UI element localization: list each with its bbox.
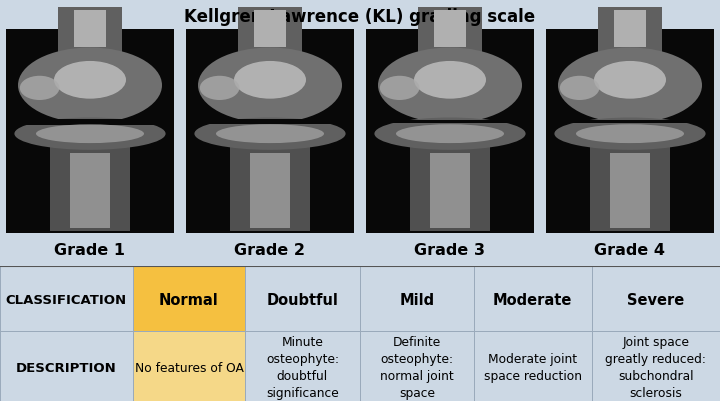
Text: Minute
osteophyte:
doubtful
significance: Minute osteophyte: doubtful significance: [266, 336, 339, 399]
FancyBboxPatch shape: [418, 8, 482, 57]
Text: Moderate: Moderate: [493, 292, 572, 307]
FancyBboxPatch shape: [598, 8, 662, 57]
FancyBboxPatch shape: [360, 331, 474, 401]
FancyBboxPatch shape: [410, 145, 490, 231]
Ellipse shape: [199, 77, 239, 101]
Text: Definite
osteophyte:
normal joint
space: Definite osteophyte: normal joint space: [380, 336, 454, 399]
Text: Normal: Normal: [159, 292, 219, 307]
Text: Joint space
greatly reduced:
subchondral
sclerosis: Joint space greatly reduced: subchondral…: [606, 336, 706, 399]
Ellipse shape: [374, 118, 526, 150]
Ellipse shape: [216, 125, 324, 144]
FancyBboxPatch shape: [592, 331, 720, 401]
FancyBboxPatch shape: [6, 30, 174, 234]
Text: Severe: Severe: [627, 292, 685, 307]
Text: Kellgren-Lawrence (KL) grading scale: Kellgren-Lawrence (KL) grading scale: [184, 8, 536, 26]
FancyBboxPatch shape: [474, 267, 592, 331]
FancyBboxPatch shape: [434, 11, 466, 49]
Text: Grade 3: Grade 3: [415, 242, 485, 257]
Ellipse shape: [18, 49, 162, 124]
Ellipse shape: [54, 62, 126, 99]
Ellipse shape: [554, 118, 706, 150]
FancyBboxPatch shape: [474, 331, 592, 401]
FancyBboxPatch shape: [592, 267, 720, 331]
FancyBboxPatch shape: [202, 120, 338, 125]
FancyBboxPatch shape: [58, 8, 122, 57]
FancyBboxPatch shape: [238, 8, 302, 57]
FancyBboxPatch shape: [0, 267, 133, 331]
FancyBboxPatch shape: [366, 30, 534, 234]
Text: Grade 1: Grade 1: [55, 242, 125, 257]
FancyBboxPatch shape: [133, 267, 245, 331]
FancyBboxPatch shape: [245, 331, 360, 401]
Text: Mild: Mild: [400, 292, 434, 307]
FancyBboxPatch shape: [610, 153, 650, 229]
FancyBboxPatch shape: [74, 11, 106, 49]
Ellipse shape: [558, 49, 702, 124]
Ellipse shape: [414, 62, 486, 99]
FancyBboxPatch shape: [22, 119, 158, 125]
FancyBboxPatch shape: [254, 11, 286, 49]
Ellipse shape: [576, 125, 684, 144]
FancyBboxPatch shape: [614, 11, 646, 49]
FancyBboxPatch shape: [562, 121, 698, 124]
FancyBboxPatch shape: [360, 267, 474, 331]
FancyBboxPatch shape: [0, 331, 133, 401]
FancyBboxPatch shape: [250, 153, 290, 229]
Text: Grade 4: Grade 4: [595, 242, 665, 257]
FancyBboxPatch shape: [133, 331, 245, 401]
FancyBboxPatch shape: [546, 30, 714, 234]
FancyBboxPatch shape: [245, 267, 360, 331]
Ellipse shape: [19, 77, 59, 101]
FancyBboxPatch shape: [430, 153, 470, 229]
Ellipse shape: [198, 49, 342, 124]
Text: Doubtful: Doubtful: [266, 292, 338, 307]
FancyBboxPatch shape: [382, 120, 518, 124]
Ellipse shape: [594, 62, 666, 99]
FancyBboxPatch shape: [70, 153, 110, 229]
Ellipse shape: [14, 118, 166, 150]
FancyBboxPatch shape: [230, 145, 310, 231]
FancyBboxPatch shape: [50, 145, 130, 231]
FancyBboxPatch shape: [590, 145, 670, 231]
Text: No features of OA: No features of OA: [135, 361, 243, 374]
Ellipse shape: [36, 125, 144, 144]
Text: CLASSIFICATION: CLASSIFICATION: [6, 293, 127, 306]
Ellipse shape: [234, 62, 306, 99]
FancyBboxPatch shape: [186, 30, 354, 234]
Ellipse shape: [380, 77, 419, 101]
Text: Moderate joint
space reduction: Moderate joint space reduction: [484, 352, 582, 383]
Ellipse shape: [194, 118, 346, 150]
Ellipse shape: [378, 49, 522, 124]
Text: DESCRIPTION: DESCRIPTION: [16, 361, 117, 374]
Text: Grade 2: Grade 2: [235, 242, 305, 257]
Ellipse shape: [560, 77, 599, 101]
Ellipse shape: [396, 125, 504, 144]
